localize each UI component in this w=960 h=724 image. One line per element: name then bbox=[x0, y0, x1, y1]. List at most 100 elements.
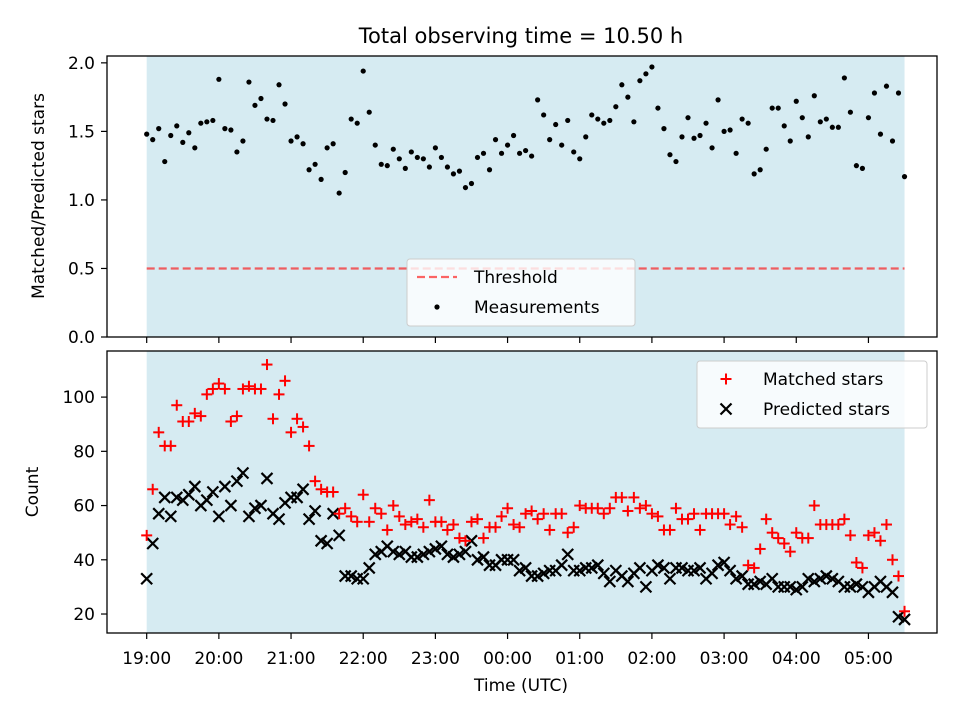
measurement-point bbox=[757, 167, 763, 173]
legend-measurements-label: Measurements bbox=[474, 298, 600, 318]
matched-star-marker bbox=[574, 500, 586, 512]
top-axes: 0.0 0.5 1.0 1.5 2.0 bbox=[68, 54, 938, 348]
predicted-star-marker bbox=[242, 510, 256, 523]
matched-star-marker bbox=[147, 483, 159, 495]
matched-star-marker bbox=[874, 535, 886, 547]
predicted-star-marker bbox=[272, 512, 286, 526]
measurement-point bbox=[691, 135, 697, 141]
measurement-point bbox=[787, 138, 793, 144]
measurement-point bbox=[444, 164, 451, 170]
predicted-star-marker bbox=[459, 545, 472, 558]
plot-frame bbox=[106, 350, 938, 634]
matched-star-marker bbox=[339, 502, 351, 514]
matched-star-marker bbox=[880, 519, 892, 531]
measurement-point bbox=[805, 134, 811, 140]
measurement-point bbox=[901, 174, 908, 180]
measurement-point bbox=[342, 169, 348, 176]
predicted-star-marker bbox=[465, 534, 478, 548]
measurement-point bbox=[486, 167, 493, 173]
measurement-point bbox=[384, 163, 390, 169]
measurement-point bbox=[595, 116, 601, 122]
measurement-point bbox=[781, 123, 787, 129]
matched-star-marker bbox=[447, 519, 459, 531]
measurement-point bbox=[775, 105, 781, 111]
predicted-star-marker bbox=[308, 504, 322, 518]
measurement-point bbox=[162, 158, 168, 165]
measurement-point bbox=[559, 142, 565, 148]
matched-star-marker bbox=[490, 521, 502, 533]
measurement-point bbox=[450, 171, 457, 177]
matched-star-marker bbox=[417, 521, 429, 533]
predicted-star-marker bbox=[212, 510, 226, 523]
measurement-point bbox=[180, 139, 186, 145]
x-tick-label: 22:00 bbox=[339, 649, 388, 669]
matched-star-marker bbox=[514, 521, 526, 533]
matched-star-marker bbox=[267, 413, 279, 425]
bottom-legend: Matched stars Predicted stars bbox=[696, 360, 928, 429]
x-tick-label: 00:00 bbox=[483, 649, 532, 669]
matched-star-marker bbox=[333, 508, 345, 520]
predicted-star-marker bbox=[591, 558, 605, 572]
x-tick-label: 03:00 bbox=[700, 649, 749, 669]
measurement-point bbox=[607, 117, 613, 124]
measurement-point bbox=[228, 127, 234, 133]
matched-star-marker bbox=[243, 380, 255, 392]
measurement-point bbox=[685, 115, 691, 121]
predicted-star-marker bbox=[224, 499, 238, 512]
measurement-point bbox=[763, 146, 769, 152]
matched-star-marker bbox=[435, 516, 447, 528]
measurement-point bbox=[535, 97, 541, 103]
predicted-star-marker bbox=[164, 510, 178, 523]
measurement-point bbox=[300, 141, 306, 147]
predicted-star-marker bbox=[200, 493, 214, 507]
measurement-point bbox=[312, 161, 318, 167]
matched-star-marker bbox=[381, 524, 393, 536]
matched-star-marker bbox=[207, 383, 219, 395]
matched-star-marker bbox=[694, 524, 706, 536]
measurement-point bbox=[402, 165, 408, 171]
measurement-point bbox=[390, 146, 396, 152]
matched-star-marker bbox=[646, 508, 658, 520]
matched-star-marker bbox=[393, 510, 405, 522]
matched-star-marker bbox=[832, 519, 844, 531]
matched-star-marker bbox=[315, 483, 327, 495]
matched-star-marker bbox=[802, 532, 814, 544]
x-tick-label: 04:00 bbox=[772, 649, 821, 669]
matched-star-marker bbox=[784, 546, 796, 558]
measurement-point bbox=[330, 141, 336, 147]
matched-star-marker bbox=[231, 410, 243, 422]
matched-star-markers bbox=[141, 359, 911, 617]
measurement-point bbox=[336, 190, 342, 196]
x-tick-label: 20:00 bbox=[194, 649, 243, 669]
matched-star-marker bbox=[893, 570, 905, 582]
measurement-point bbox=[516, 150, 523, 156]
x-tick-label: 02:00 bbox=[627, 649, 676, 669]
predicted-star-marker bbox=[633, 561, 647, 575]
measurement-point bbox=[811, 93, 817, 99]
matched-star-marker bbox=[399, 519, 411, 531]
matched-star-marker bbox=[899, 605, 911, 617]
matched-star-marker bbox=[748, 562, 760, 574]
matched-star-marker bbox=[808, 500, 820, 512]
predicted-star-marker bbox=[356, 572, 370, 586]
matched-star-marker bbox=[592, 502, 604, 514]
matched-star-marker bbox=[153, 426, 165, 438]
matched-star-marker bbox=[327, 486, 339, 498]
measurement-point bbox=[823, 116, 829, 122]
predicted-star-marker bbox=[236, 466, 250, 480]
measurement-point bbox=[541, 112, 547, 118]
top-y-axis-label: Matched/Predicted stars bbox=[29, 93, 49, 299]
measurement-point bbox=[895, 90, 902, 96]
chart-title: Total observing time = 10.50 h bbox=[358, 24, 683, 48]
measurement-point bbox=[324, 145, 330, 151]
y-tick-label: 2.0 bbox=[68, 54, 95, 74]
measurement-point bbox=[144, 131, 150, 137]
measurement-point bbox=[156, 126, 162, 132]
x-tick-label: 21:00 bbox=[267, 649, 316, 669]
predicted-star-marker bbox=[717, 556, 731, 569]
matched-star-marker bbox=[538, 508, 550, 520]
measurement-point bbox=[835, 124, 841, 130]
matched-star-marker bbox=[682, 513, 694, 525]
predicted-star-marker bbox=[705, 567, 719, 580]
matched-star-marker bbox=[520, 508, 532, 520]
